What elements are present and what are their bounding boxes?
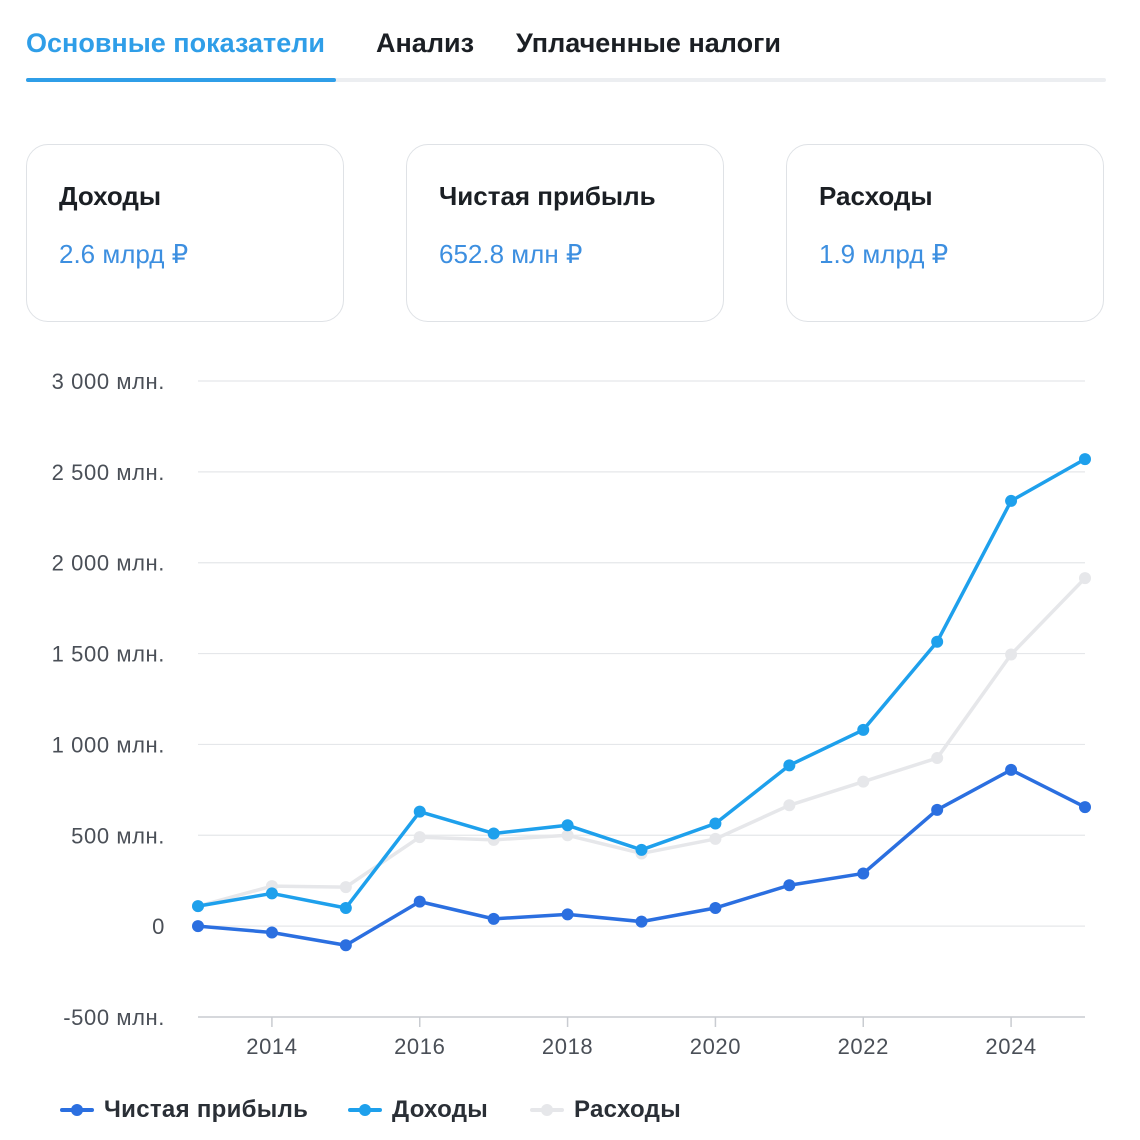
data-point-revenue bbox=[1005, 494, 1018, 507]
legend-label-revenue: Доходы bbox=[392, 1096, 489, 1123]
data-point-net-profit bbox=[1005, 763, 1018, 776]
y-tick-label: 3 000 млн. bbox=[52, 369, 165, 394]
tab-paid-taxes[interactable]: Уплаченные налоги bbox=[516, 28, 781, 58]
net-profit-card-title: Чистая прибыль bbox=[439, 181, 656, 211]
data-point-revenue bbox=[783, 759, 796, 772]
x-tick-label: 2020 bbox=[690, 1034, 741, 1059]
data-point-revenue bbox=[635, 843, 648, 856]
data-point-net-profit bbox=[857, 867, 870, 880]
data-point-expenses bbox=[857, 775, 870, 788]
tab-bar-divider bbox=[26, 78, 1106, 82]
active-tab-underline bbox=[26, 78, 336, 82]
data-point-revenue bbox=[339, 901, 352, 914]
x-tick-label: 2018 bbox=[542, 1034, 593, 1059]
data-point-net-profit bbox=[635, 915, 648, 928]
data-point-revenue bbox=[1079, 453, 1091, 466]
x-tick-label: 2022 bbox=[838, 1034, 889, 1059]
data-point-revenue bbox=[931, 635, 944, 648]
y-tick-label: 2 500 млн. bbox=[52, 460, 165, 485]
legend-marker-expenses bbox=[530, 1104, 564, 1116]
revenue-card-value: 2.6 млрд ₽ bbox=[59, 239, 189, 269]
revenue-card-title: Доходы bbox=[59, 181, 162, 211]
net-profit-card: Чистая прибыль 652.8 млн ₽ bbox=[406, 144, 724, 322]
data-point-expenses bbox=[339, 881, 352, 894]
data-point-revenue bbox=[413, 805, 426, 818]
y-tick-label: 2 000 млн. bbox=[52, 551, 165, 576]
data-point-expenses bbox=[413, 831, 426, 844]
data-point-revenue bbox=[857, 723, 870, 736]
data-point-revenue bbox=[709, 817, 722, 830]
y-tick-label: 1 500 млн. bbox=[52, 642, 165, 667]
tab-analysis[interactable]: Анализ bbox=[376, 28, 474, 58]
data-point-net-profit bbox=[1079, 801, 1091, 814]
revenue-card: Доходы 2.6 млрд ₽ bbox=[26, 144, 344, 322]
data-point-net-profit bbox=[413, 895, 426, 908]
y-tick-label: -500 млн. bbox=[63, 1005, 165, 1030]
tab-bar: Основные показатели Анализ Уплаченные на… bbox=[26, 0, 1106, 82]
legend-label-net-profit: Чистая прибыль bbox=[104, 1096, 309, 1123]
x-tick-label: 2024 bbox=[985, 1034, 1036, 1059]
net-profit-card-value: 652.8 млн ₽ bbox=[439, 239, 583, 269]
y-tick-label: 0 bbox=[152, 914, 165, 939]
data-point-expenses bbox=[561, 829, 574, 842]
data-point-expenses bbox=[783, 799, 796, 812]
x-tick-label: 2014 bbox=[246, 1034, 297, 1059]
data-point-revenue bbox=[192, 900, 204, 913]
legend-marker-revenue bbox=[348, 1104, 382, 1116]
data-point-expenses bbox=[931, 752, 944, 765]
data-point-revenue bbox=[561, 819, 574, 832]
y-tick-label: 500 млн. bbox=[71, 823, 165, 848]
data-point-net-profit bbox=[709, 901, 722, 914]
data-point-revenue bbox=[265, 887, 278, 900]
expenses-card-title: Расходы bbox=[819, 181, 933, 211]
data-point-net-profit bbox=[339, 939, 352, 952]
legend-label-expenses: Расходы bbox=[574, 1096, 681, 1123]
data-point-net-profit bbox=[783, 879, 796, 892]
expenses-card: Расходы 1.9 млрд ₽ bbox=[786, 144, 1104, 322]
data-point-net-profit bbox=[931, 803, 944, 816]
data-point-net-profit bbox=[192, 920, 204, 933]
legend-marker-net-profit bbox=[60, 1104, 94, 1116]
line-chart: -500 млн. 0 500 млн. 1 000 млн. 1 500 млн. 2 … bbox=[52, 369, 1091, 1059]
expenses-card-value: 1.9 млрд ₽ bbox=[819, 239, 949, 269]
data-point-net-profit bbox=[561, 908, 574, 921]
data-point-expenses bbox=[1005, 648, 1018, 661]
tab-main-indicators[interactable]: Основные показатели bbox=[26, 28, 326, 58]
y-tick-label: 1 000 млн. bbox=[52, 732, 165, 757]
data-point-net-profit bbox=[487, 912, 500, 925]
data-point-expenses bbox=[709, 832, 722, 845]
series-line-revenue bbox=[196, 457, 1087, 910]
data-point-net-profit bbox=[265, 926, 278, 939]
x-tick-label: 2016 bbox=[394, 1034, 445, 1059]
data-point-revenue bbox=[487, 827, 500, 840]
data-point-expenses bbox=[1079, 572, 1091, 585]
